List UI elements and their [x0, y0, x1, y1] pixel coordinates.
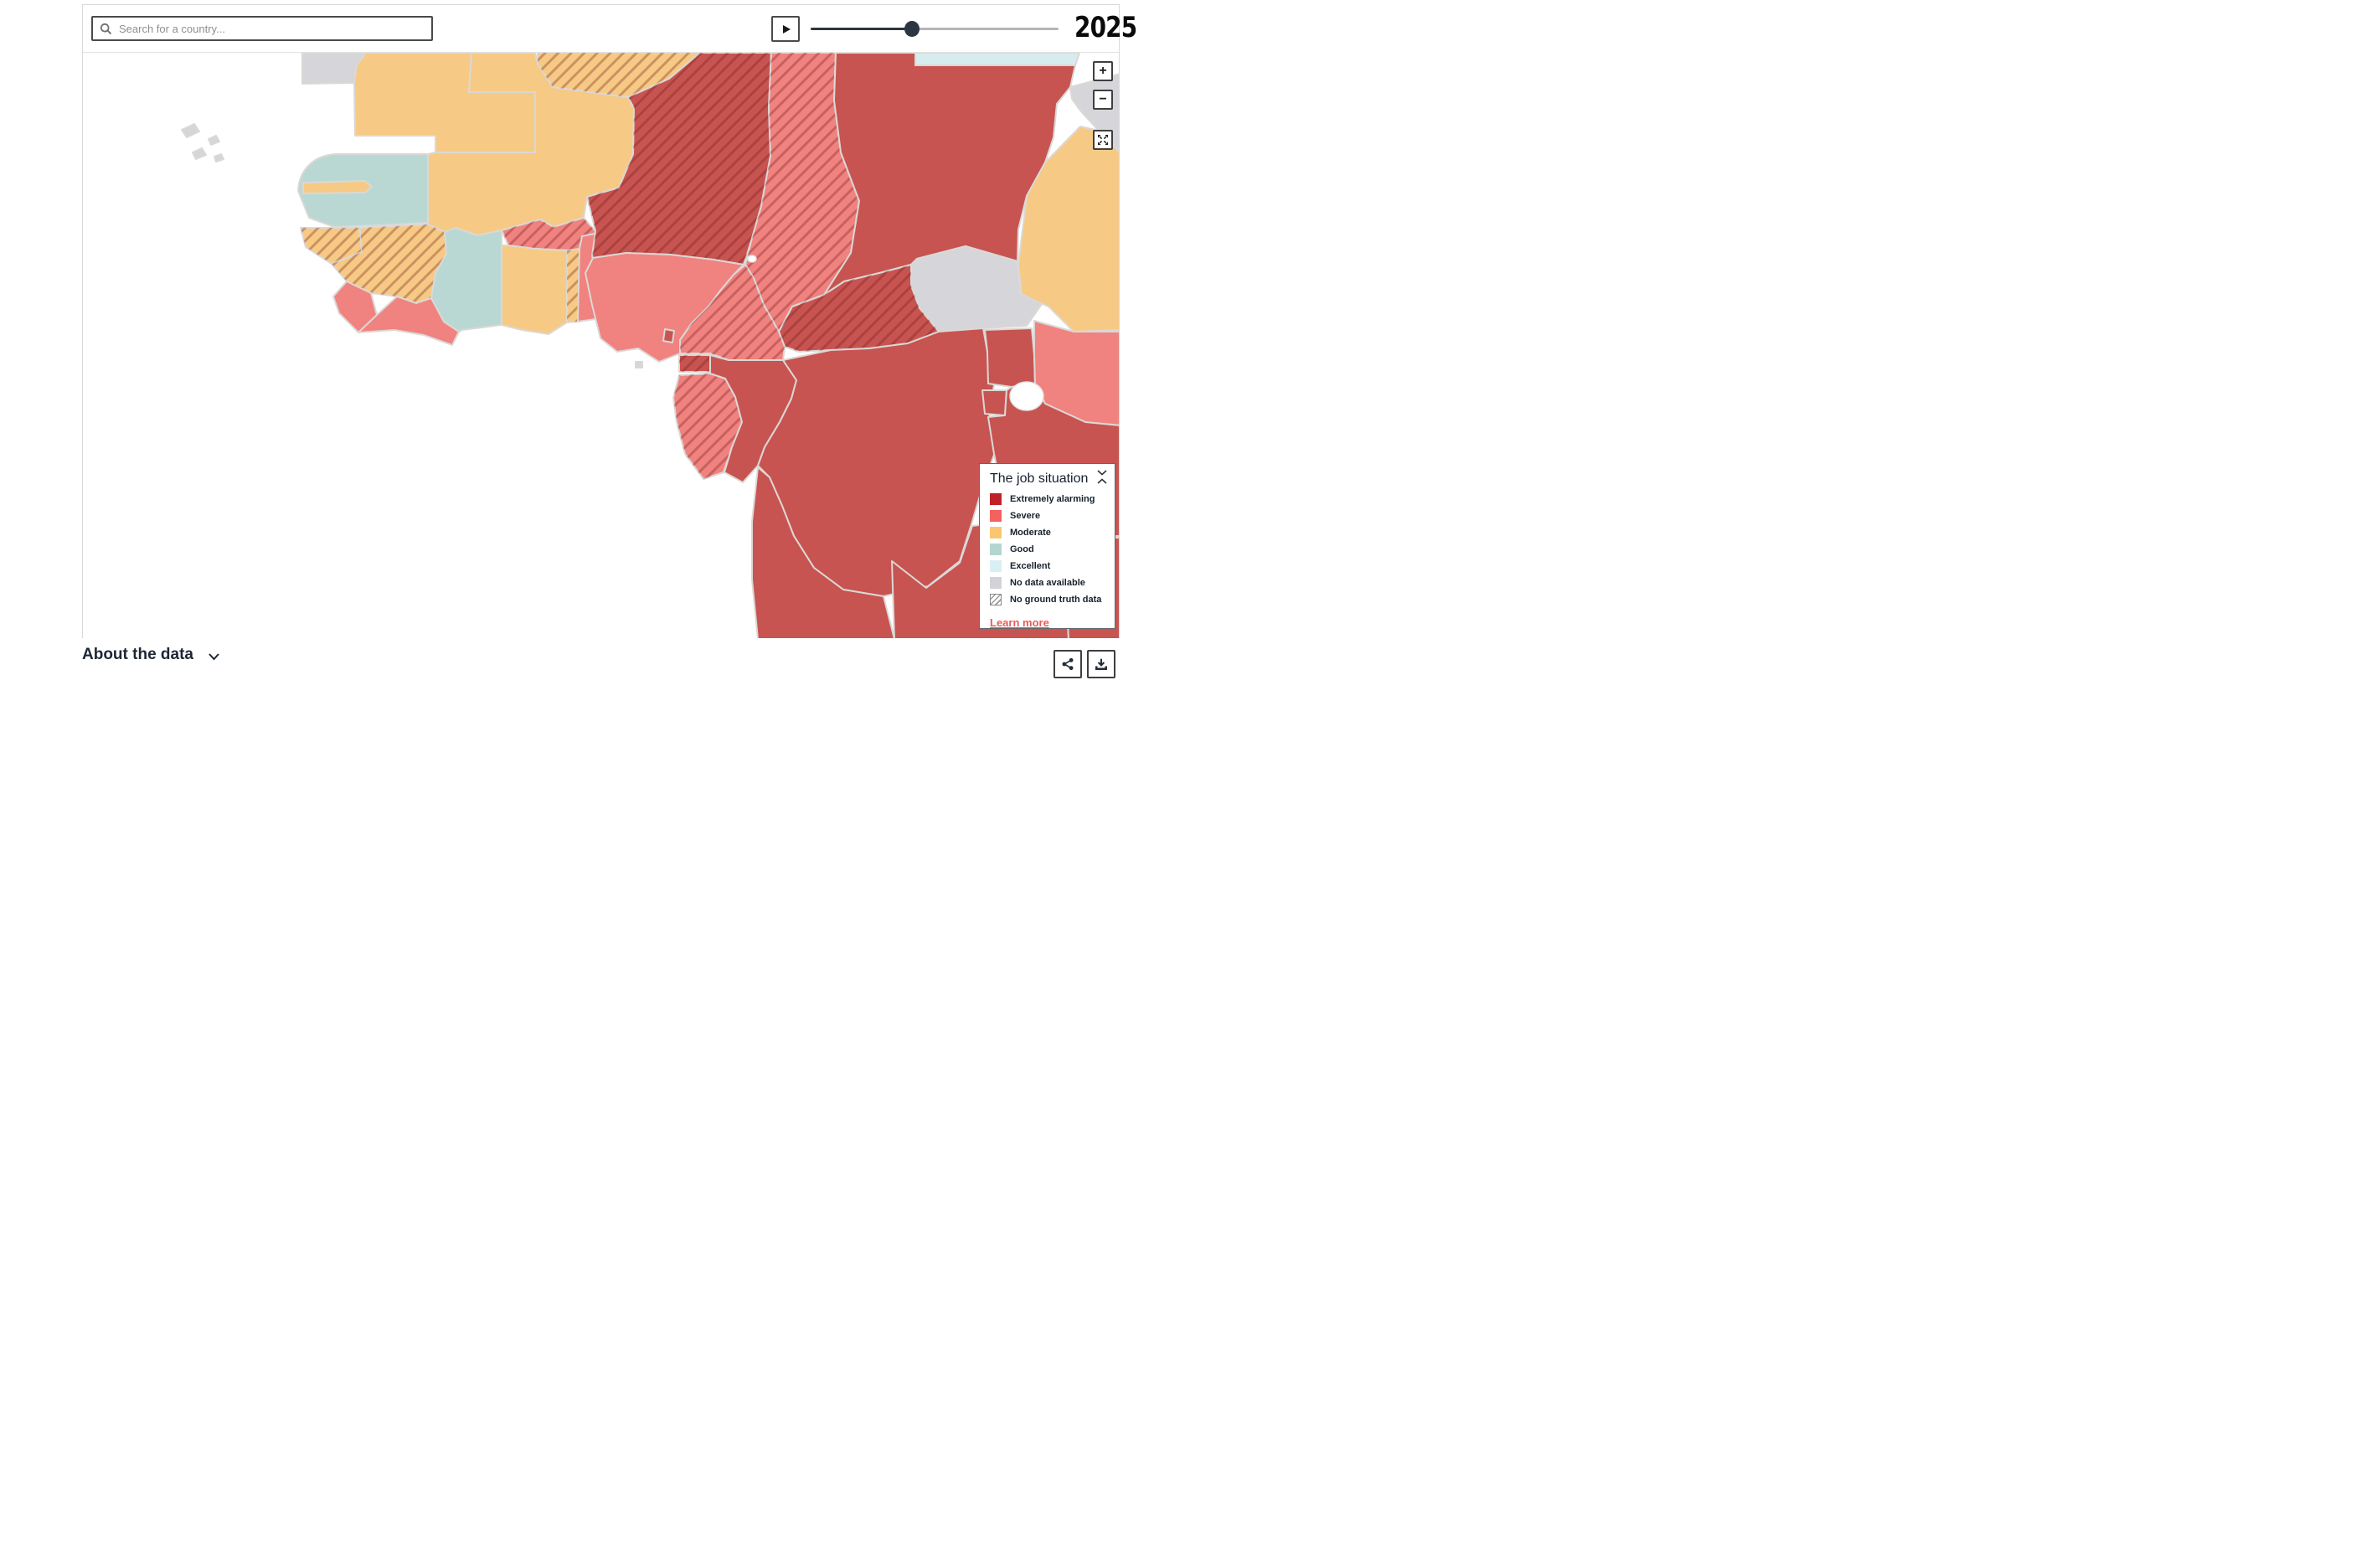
legend-title: The job situation [990, 471, 1089, 486]
hatch-overlay-niger [587, 53, 771, 265]
legend-item-excellent: Excellent [990, 560, 1105, 572]
legend-label-no_ground_truth: No ground truth data [1010, 594, 1102, 605]
download-icon [1095, 658, 1107, 670]
toolbar: 2025 [83, 5, 1137, 52]
legend-collapse-toggle[interactable] [1097, 470, 1107, 484]
hatch-overlay-gabon [673, 374, 742, 479]
country-egypt[interactable] [914, 53, 1080, 66]
zoom-in-button[interactable]: + [1093, 61, 1113, 81]
download-button[interactable] [1087, 650, 1115, 678]
country-gambia[interactable] [302, 180, 373, 194]
lake-chad [747, 255, 757, 263]
search-icon [100, 23, 112, 34]
chevron-down-icon [1097, 470, 1107, 476]
africa-choropleth-map[interactable] [83, 53, 1119, 638]
legend-item-severe: Severe [990, 510, 1105, 522]
country-bioko-island[interactable] [662, 328, 675, 343]
about-the-data-toggle[interactable]: About the data [82, 646, 219, 664]
legend-swatch-good [990, 544, 1002, 555]
chevron-up-icon [1097, 478, 1107, 484]
slider-fill [811, 28, 913, 30]
share-icon [1062, 657, 1074, 671]
fullscreen-button[interactable] [1093, 130, 1113, 150]
play-icon [782, 24, 791, 33]
hatch-overlay-central-african-republic [779, 265, 939, 352]
country-uganda[interactable] [984, 327, 1036, 388]
hatch-overlay-chad [745, 53, 859, 332]
legend-item-good: Good [990, 544, 1105, 555]
learn-more-link[interactable]: Learn more [990, 616, 1049, 629]
search-input[interactable] [119, 22, 425, 35]
legend-item-no_data: No data available [990, 577, 1105, 589]
country-angola[interactable] [751, 466, 895, 638]
slider-thumb[interactable] [904, 21, 920, 37]
legend-swatch-severe [990, 510, 1002, 522]
timeline-slider[interactable] [811, 5, 1059, 52]
country-sao-tome-island[interactable] [635, 361, 643, 368]
legend-swatch-moderate [990, 527, 1002, 538]
hatch-overlay-guinea-bissau [301, 228, 362, 264]
legend-swatch-no_data [990, 577, 1002, 589]
country-rwanda-burundi[interactable] [981, 389, 1007, 416]
legend-label-good: Good [1010, 544, 1034, 554]
map-area[interactable]: + − The job situation [83, 52, 1119, 638]
country-atlantic-island-2[interactable] [208, 135, 220, 146]
lake-victoria [1009, 381, 1044, 411]
hatch-overlay-cameroon [680, 265, 785, 360]
about-the-data-label: About the data [82, 646, 193, 663]
legend-label-extremely_alarming: Extremely alarming [1010, 493, 1095, 504]
hatch-overlay-togo [567, 249, 580, 322]
chevron-down-icon [209, 652, 219, 660]
legend-item-extremely_alarming: Extremely alarming [990, 493, 1105, 505]
country-atlantic-island-1[interactable] [181, 123, 200, 138]
hatch-overlay-algeria [538, 53, 700, 97]
year-label: 2025 [1074, 11, 1137, 44]
country-atlantic-island-3[interactable] [192, 147, 207, 160]
play-button[interactable] [771, 16, 800, 42]
country-ghana[interactable] [501, 245, 568, 335]
legend-swatch-excellent [990, 560, 1002, 572]
country-cote-divoire[interactable] [430, 227, 502, 332]
search-box [91, 16, 433, 41]
country-dr-congo[interactable] [757, 327, 998, 597]
legend-label-excellent: Excellent [1010, 560, 1051, 571]
hatch-overlay-equatorial-guinea [679, 355, 710, 372]
country-atlantic-island-4[interactable] [214, 153, 224, 162]
legend-swatch-no_ground_truth [990, 594, 1002, 605]
legend-label-no_data: No data available [1010, 577, 1085, 588]
map-widget: 2025 + − [82, 4, 1137, 638]
legend-panel: The job situation Extremely alarming Seve… [979, 463, 1115, 629]
slider-track[interactable] [811, 28, 1059, 30]
legend-item-no_ground_truth: No ground truth data [990, 594, 1105, 605]
hatch-overlay-guinea [332, 224, 446, 303]
legend-items: Extremely alarming Severe Moderate Good Exce… [990, 493, 1105, 605]
legend-swatch-extremely_alarming [990, 493, 1002, 505]
legend-item-moderate: Moderate [990, 527, 1105, 538]
zoom-out-button[interactable]: − [1093, 90, 1113, 110]
legend-label-moderate: Moderate [1010, 527, 1051, 538]
fullscreen-icon [1098, 135, 1108, 145]
legend-label-severe: Severe [1010, 510, 1041, 521]
share-button[interactable] [1053, 650, 1082, 678]
